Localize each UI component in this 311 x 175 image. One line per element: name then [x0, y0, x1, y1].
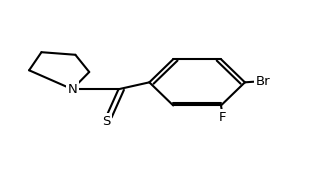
Text: N: N [67, 83, 77, 96]
Text: F: F [219, 111, 226, 124]
Text: S: S [102, 115, 110, 128]
Text: Br: Br [256, 75, 271, 88]
